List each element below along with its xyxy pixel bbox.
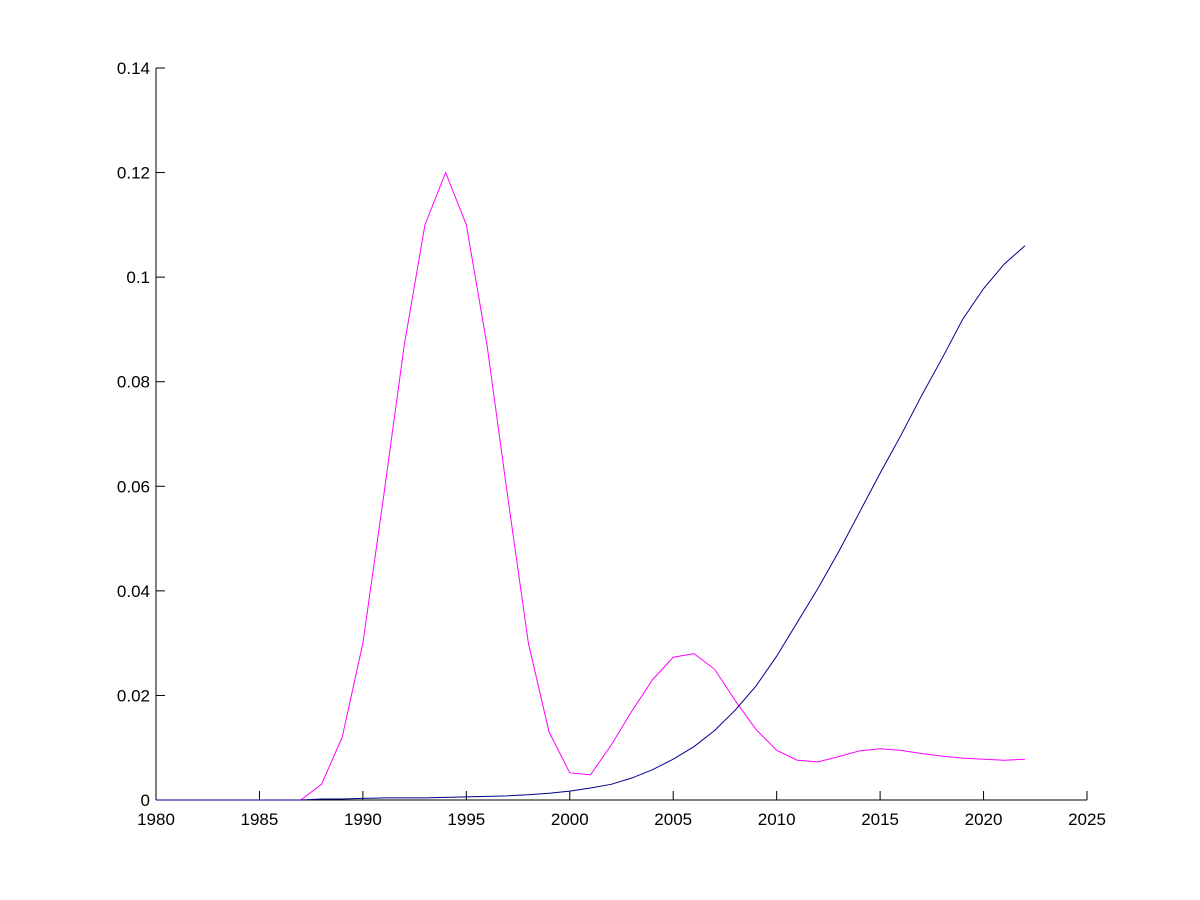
x-tick-label: 2020 xyxy=(965,810,1003,829)
y-tick-label: 0.02 xyxy=(117,686,150,705)
y-tick-label: 0.1 xyxy=(126,268,150,287)
y-tick-label: 0.04 xyxy=(117,582,150,601)
x-tick-label: 1990 xyxy=(344,810,382,829)
y-tick-label: 0.06 xyxy=(117,477,150,496)
x-tick-label: 2010 xyxy=(758,810,796,829)
x-tick-label: 1985 xyxy=(241,810,279,829)
y-tick-label: 0.12 xyxy=(117,164,150,183)
x-tick-label: 2005 xyxy=(654,810,692,829)
y-tick-label: 0 xyxy=(141,791,150,810)
x-tick-label: 1980 xyxy=(137,810,175,829)
y-tick-label: 0.08 xyxy=(117,373,150,392)
x-tick-label: 1995 xyxy=(447,810,485,829)
y-tick-label: 0.14 xyxy=(117,59,150,78)
x-tick-label: 2000 xyxy=(551,810,589,829)
x-tick-label: 2025 xyxy=(1068,810,1106,829)
line-series xyxy=(156,245,1026,801)
x-tick-label: 2015 xyxy=(861,810,899,829)
